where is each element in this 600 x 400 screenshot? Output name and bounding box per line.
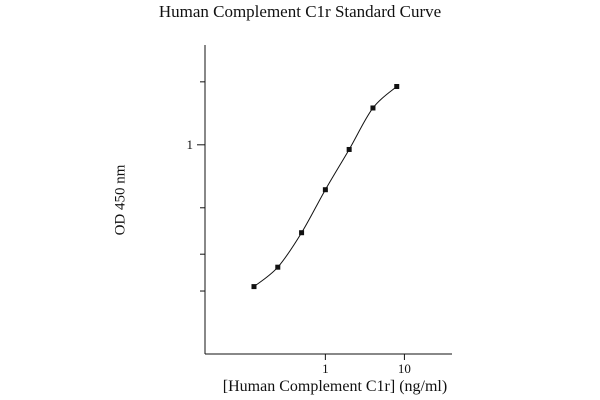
fit-curve (253, 86, 398, 287)
tick-group: 1 1 10 (187, 81, 411, 376)
data-point-group (251, 83, 400, 290)
x-tick-label: 10 (398, 361, 411, 376)
data-point (299, 230, 305, 236)
x-tick-label: 1 (322, 361, 329, 376)
chart-title: Human Complement C1r Standard Curve (158, 2, 442, 21)
data-point (251, 284, 257, 290)
data-point (275, 264, 281, 270)
y-tick-label: 1 (187, 137, 194, 152)
data-point (394, 83, 400, 89)
data-point (322, 187, 328, 193)
data-point (370, 105, 376, 111)
x-axis-label: [Human Complement C1r] (ng/ml) (222, 378, 448, 395)
data-point (346, 146, 352, 152)
